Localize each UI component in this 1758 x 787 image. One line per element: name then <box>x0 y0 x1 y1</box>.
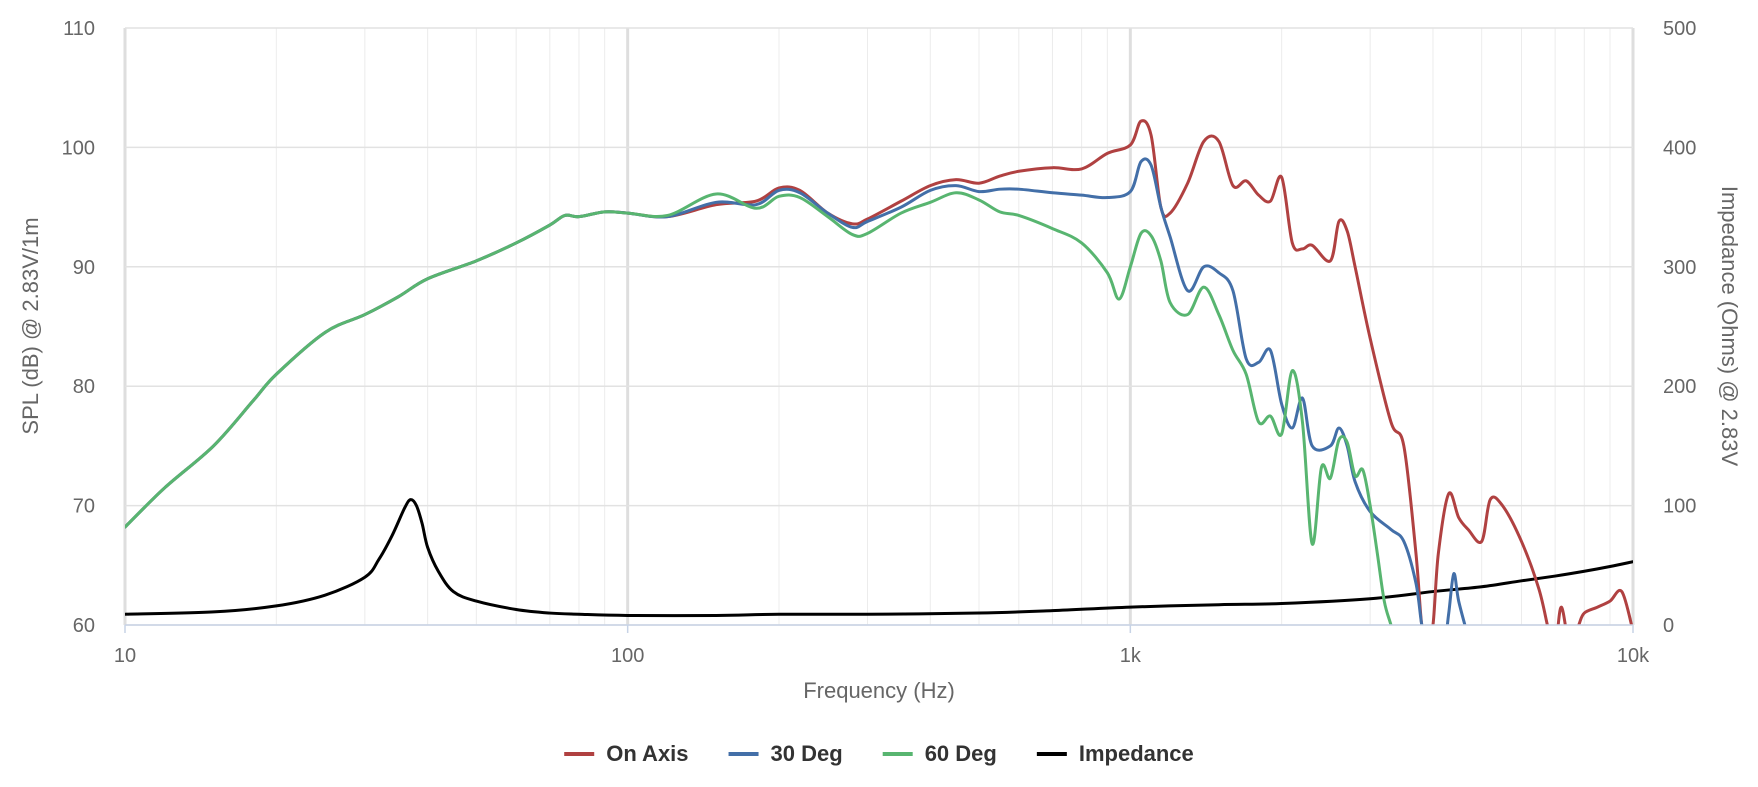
y2-axis-title: Impedance (Ohms) @ 2.83V <box>1717 186 1742 467</box>
y-tick-label: 90 <box>73 257 95 279</box>
series-line-impedance <box>125 498 1633 618</box>
y-tick-labels: 60 70 80 90 100 110 <box>62 18 95 637</box>
x-tick-label: 100 <box>611 645 644 667</box>
y2-tick-label: 200 <box>1663 376 1696 398</box>
y2-tick-label: 400 <box>1663 137 1696 159</box>
y2-tick-label: 300 <box>1663 257 1696 279</box>
y-tick-label: 70 <box>73 496 95 518</box>
y-tick-label: 110 <box>63 18 95 40</box>
legend-label-on-axis: On Axis <box>606 741 688 766</box>
y2-tick-label: 500 <box>1663 18 1696 40</box>
x-tick-label: 10 <box>114 645 136 667</box>
x-tick-label: 10k <box>1617 645 1650 667</box>
y2-tick-labels: 0 100 200 300 400 500 <box>1663 18 1696 637</box>
x-tick-label: 1k <box>1120 645 1142 667</box>
series-layer <box>125 119 1633 625</box>
series-group <box>125 119 1633 625</box>
y-tick-label: 60 <box>73 615 95 637</box>
legend-label-60-deg: 60 Deg <box>925 741 997 766</box>
y-axis-title: SPL (dB) @ 2.83V/1m <box>18 217 43 434</box>
chart-axes <box>124 624 1634 633</box>
legend-label-30-deg: 30 Deg <box>771 741 843 766</box>
series-line-60-deg <box>125 191 1393 625</box>
y2-tick-label: 100 <box>1663 496 1696 518</box>
y-tick-label: 80 <box>73 376 95 398</box>
y2-tick-label: 0 <box>1663 615 1674 637</box>
chart-legend: On Axis 30 Deg 60 Deg Impedance <box>564 741 1194 766</box>
x-axis-title: Frequency (Hz) <box>803 678 955 703</box>
legend-label-impedance: Impedance <box>1079 741 1194 766</box>
y-tick-label: 100 <box>62 137 95 159</box>
x-tick-labels: 10 100 1k 10k <box>114 645 1650 667</box>
